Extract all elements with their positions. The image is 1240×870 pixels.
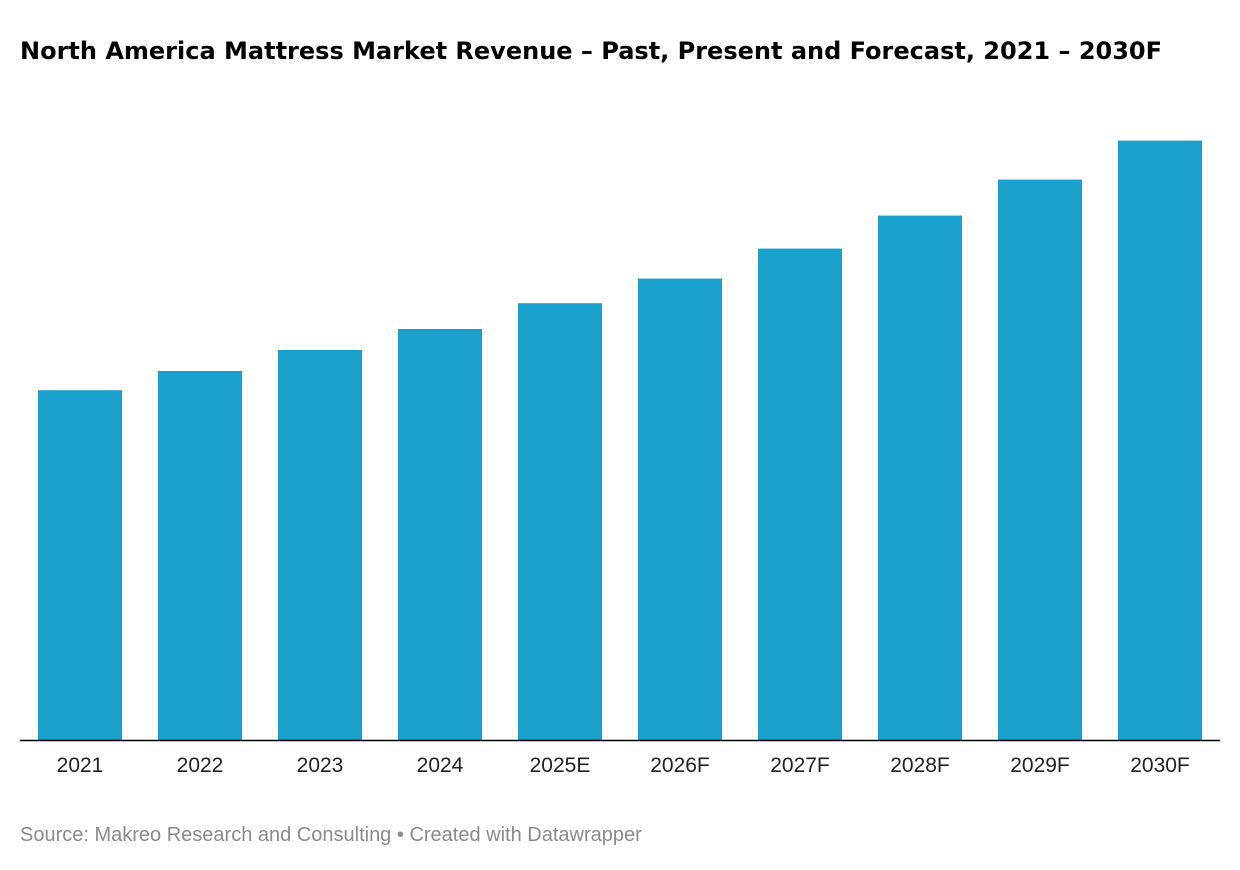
- bar-2026f: [638, 278, 722, 740]
- bar-2028f: [878, 215, 962, 741]
- x-tick-label: 2028F: [890, 754, 950, 777]
- bar-2023: [278, 350, 362, 740]
- bar-2029f: [998, 179, 1082, 741]
- x-tick-label: 2027F: [770, 754, 830, 777]
- bar-2021: [38, 390, 122, 740]
- bar-2027f: [758, 248, 842, 740]
- x-tick-label: 2021: [57, 754, 104, 777]
- x-tick-label: 2029F: [1010, 754, 1070, 777]
- x-tick-label: 2023: [297, 754, 344, 777]
- bars-group: [38, 140, 1202, 741]
- bar-2030f: [1118, 140, 1202, 741]
- chart-footer: Source: Makreo Research and Consulting •…: [20, 824, 642, 847]
- x-tick-label: 2026F: [650, 754, 710, 777]
- source-text: Source: Makreo Research and Consulting: [20, 824, 392, 846]
- bar-2022: [158, 371, 242, 740]
- x-tick-labels: 2021 2022 2023 2024 2025E 2026F 2027F 2028F 2029…: [57, 754, 1190, 777]
- bar-2025e: [518, 303, 602, 740]
- x-tick-label: 2030F: [1130, 754, 1190, 777]
- bar-2024: [398, 329, 482, 740]
- credit-text: Created with Datawrapper: [409, 824, 642, 846]
- x-tick-label: 2022: [177, 754, 224, 777]
- chart-title: North America Mattress Market Revenue – …: [20, 37, 1163, 65]
- x-tick-label: 2024: [417, 754, 464, 777]
- footer-separator: •: [396, 824, 404, 846]
- x-tick-label: 2025E: [530, 754, 591, 777]
